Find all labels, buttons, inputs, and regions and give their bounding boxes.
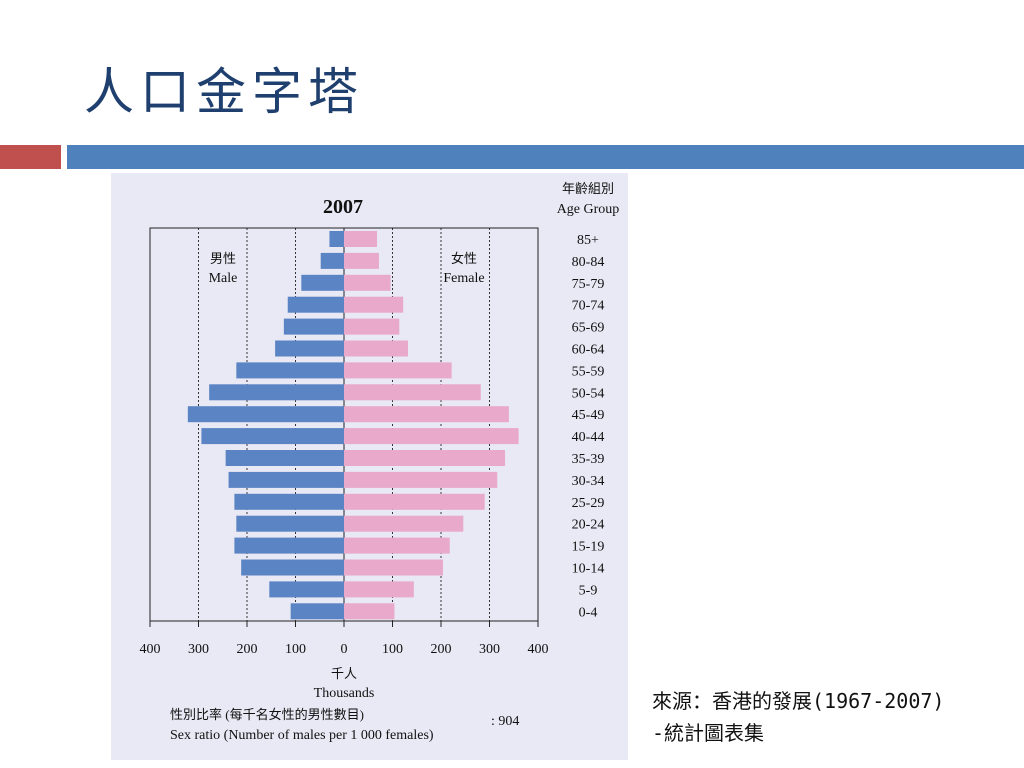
female-bar bbox=[344, 362, 452, 379]
x-tick-label: 0 bbox=[341, 642, 348, 657]
female-bar bbox=[344, 450, 506, 466]
male-bar bbox=[236, 515, 344, 532]
male-label-zh: 男性 bbox=[210, 251, 236, 266]
slide-title: 人口金字塔 bbox=[84, 63, 364, 121]
age-group-tick-label: 35-39 bbox=[572, 452, 605, 467]
source-line-2: -統計圖表集 bbox=[652, 721, 765, 745]
sex-ratio-label-en: Sex ratio (Number of males per 1 000 fem… bbox=[170, 728, 434, 743]
female-bar bbox=[344, 559, 443, 576]
male-bar bbox=[228, 471, 344, 488]
age-group-tick-label: 20-24 bbox=[572, 518, 605, 533]
age-group-tick-label: 75-79 bbox=[572, 277, 605, 292]
age-group-tick-label: 70-74 bbox=[572, 299, 605, 314]
population-pyramid-panel: 400 300 200 100 0 100 200 300 400 85+ 80-84 75-79 7… bbox=[111, 173, 628, 760]
female-bar bbox=[344, 318, 400, 335]
age-group-tick-label: 55-59 bbox=[572, 364, 605, 379]
female-bar bbox=[344, 471, 498, 488]
age-group-tick-label: 0-4 bbox=[579, 605, 598, 620]
male-bar bbox=[290, 603, 344, 620]
x-tick-label: 400 bbox=[140, 642, 161, 657]
male-bar bbox=[236, 362, 344, 379]
male-bar bbox=[287, 296, 344, 313]
age-group-tick-label: 60-64 bbox=[572, 343, 605, 358]
accent-bar-red bbox=[0, 145, 61, 169]
female-label-zh: 女性 bbox=[451, 251, 477, 266]
female-bar bbox=[344, 603, 395, 620]
male-bar bbox=[225, 450, 344, 466]
female-bar bbox=[344, 581, 414, 598]
age-group-tick-label: 15-19 bbox=[572, 540, 605, 555]
age-group-tick-label: 30-34 bbox=[572, 474, 605, 489]
x-tick-label: 400 bbox=[528, 642, 549, 657]
female-bar bbox=[344, 340, 409, 357]
male-bar bbox=[320, 252, 344, 269]
x-tick-label: 300 bbox=[188, 642, 209, 657]
population-pyramid-chart: 400 300 200 100 0 100 200 300 400 85+ 80-84 75-79 7… bbox=[140, 181, 620, 743]
male-bar bbox=[234, 493, 344, 510]
age-group-tick-label: 65-69 bbox=[572, 321, 605, 336]
female-bar bbox=[344, 274, 391, 291]
source-line-1: 來源：香港的發展(1967-2007) bbox=[652, 689, 945, 713]
female-bar bbox=[344, 537, 450, 554]
male-bar bbox=[209, 384, 344, 401]
male-label-en: Male bbox=[209, 271, 238, 286]
age-group-tick-label: 85+ bbox=[577, 233, 599, 248]
female-bar bbox=[344, 493, 485, 510]
source-caption: 來源：香港的發展(1967-2007) -統計圖表集 bbox=[652, 685, 944, 749]
male-bar bbox=[269, 581, 344, 598]
x-axis-label-en: Thousands bbox=[314, 686, 375, 701]
male-bar bbox=[301, 274, 344, 291]
female-bar bbox=[344, 384, 481, 401]
sex-ratio-label-zh: 性別比率 (每千名女性的男性數目) bbox=[170, 707, 364, 722]
age-group-tick-label: 80-84 bbox=[572, 255, 605, 270]
age-group-tick-label: 25-29 bbox=[572, 496, 605, 511]
age-group-tick-label: 5-9 bbox=[579, 583, 598, 598]
male-bar bbox=[241, 559, 344, 576]
x-tick-label: 100 bbox=[382, 642, 403, 657]
male-bar bbox=[283, 318, 344, 335]
male-bar bbox=[275, 340, 344, 357]
male-bar bbox=[329, 231, 344, 247]
sex-ratio-value: : 904 bbox=[491, 714, 519, 729]
female-bar bbox=[344, 428, 519, 445]
accent-bar-blue bbox=[67, 145, 1024, 169]
age-group-tick-label: 40-44 bbox=[572, 430, 605, 445]
chart-title: 2007 bbox=[323, 196, 363, 218]
x-tick-label: 200 bbox=[431, 642, 452, 657]
female-bar bbox=[344, 515, 464, 532]
male-bar bbox=[201, 428, 344, 445]
female-bar bbox=[344, 406, 509, 423]
x-tick-label: 200 bbox=[237, 642, 258, 657]
age-group-tick-label: 10-14 bbox=[572, 562, 605, 577]
male-bar bbox=[234, 537, 344, 554]
x-tick-label: 100 bbox=[285, 642, 306, 657]
male-bar bbox=[187, 406, 344, 423]
age-group-tick-label: 45-49 bbox=[572, 408, 605, 423]
x-axis-label-zh: 千人 bbox=[331, 666, 357, 681]
female-bar bbox=[344, 231, 377, 247]
female-bar bbox=[344, 296, 404, 313]
age-group-tick-label: 50-54 bbox=[572, 386, 605, 401]
female-label-en: Female bbox=[443, 271, 484, 286]
x-tick-label: 300 bbox=[479, 642, 500, 657]
female-bar bbox=[344, 252, 379, 269]
age-group-label-zh: 年齡組別 bbox=[562, 181, 614, 196]
age-group-label-en: Age Group bbox=[557, 202, 620, 217]
